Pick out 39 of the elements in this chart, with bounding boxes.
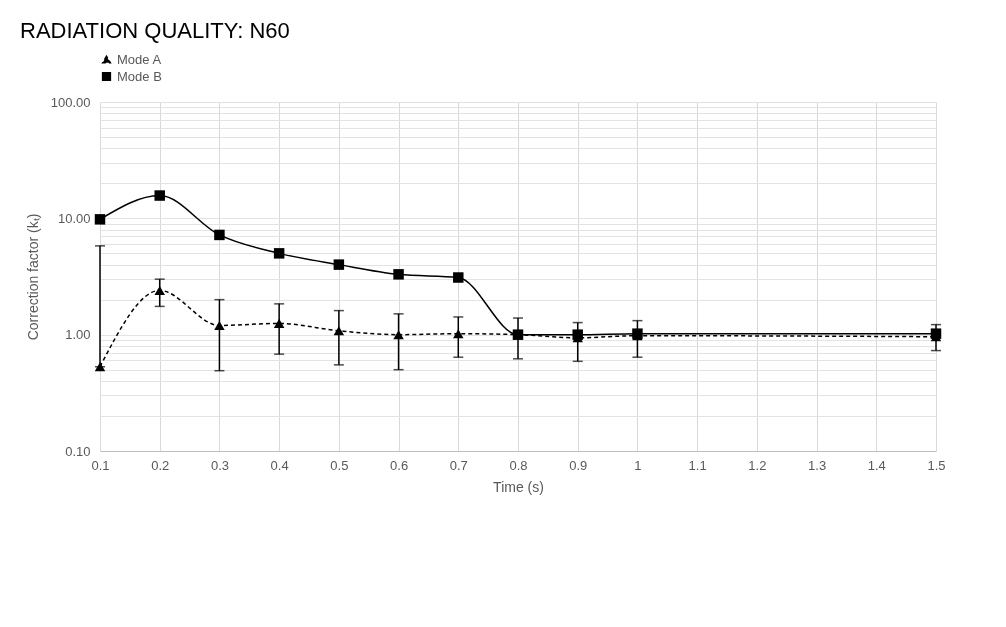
x-tick-label: 0.6 xyxy=(390,457,409,473)
point xyxy=(453,329,464,339)
x-tick-label: 0.4 xyxy=(270,457,289,473)
x-tick-label: 1.4 xyxy=(867,457,886,473)
point xyxy=(393,269,404,280)
point xyxy=(333,259,345,270)
point xyxy=(154,285,165,295)
y-tick-label: 1.00 xyxy=(65,327,91,343)
point xyxy=(333,326,345,336)
x-tick-label: 1.2 xyxy=(748,457,767,473)
x-tick-label: 1.3 xyxy=(808,457,827,473)
y-axis-title: Correction factor (kₜ) xyxy=(24,213,41,341)
point xyxy=(214,229,225,241)
point xyxy=(930,328,942,339)
point xyxy=(273,248,285,259)
x-tick-label: 0.7 xyxy=(449,457,468,473)
y-tick-label: 0.10 xyxy=(65,443,91,459)
point xyxy=(393,330,404,340)
point xyxy=(94,362,106,372)
x-tick-label: 1.1 xyxy=(688,457,707,473)
x-tick-label: 0.8 xyxy=(509,457,528,473)
x-tick-label: 0.5 xyxy=(330,457,349,473)
point xyxy=(273,318,285,328)
point xyxy=(572,329,583,340)
x-tick-label: 0.2 xyxy=(151,457,170,473)
point xyxy=(154,190,165,201)
x-tick-label: 1.5 xyxy=(927,457,946,473)
x-axis-title: Time (s) xyxy=(493,478,544,495)
y-tick-label: 100.00 xyxy=(50,94,91,110)
x-tick-label: 0.3 xyxy=(210,457,229,473)
x-tick-label: 0.1 xyxy=(91,457,110,473)
legend-label: Mode A xyxy=(117,51,162,67)
point xyxy=(453,272,464,283)
x-tick-label: 0.9 xyxy=(569,457,588,473)
point xyxy=(94,214,106,225)
y-tick-label: 10.00 xyxy=(57,210,91,226)
chart-title: RADIATION QUALITY: N60 xyxy=(20,18,290,43)
x-tick-label: 1 xyxy=(634,457,642,473)
legend-label: Mode B xyxy=(117,68,162,84)
